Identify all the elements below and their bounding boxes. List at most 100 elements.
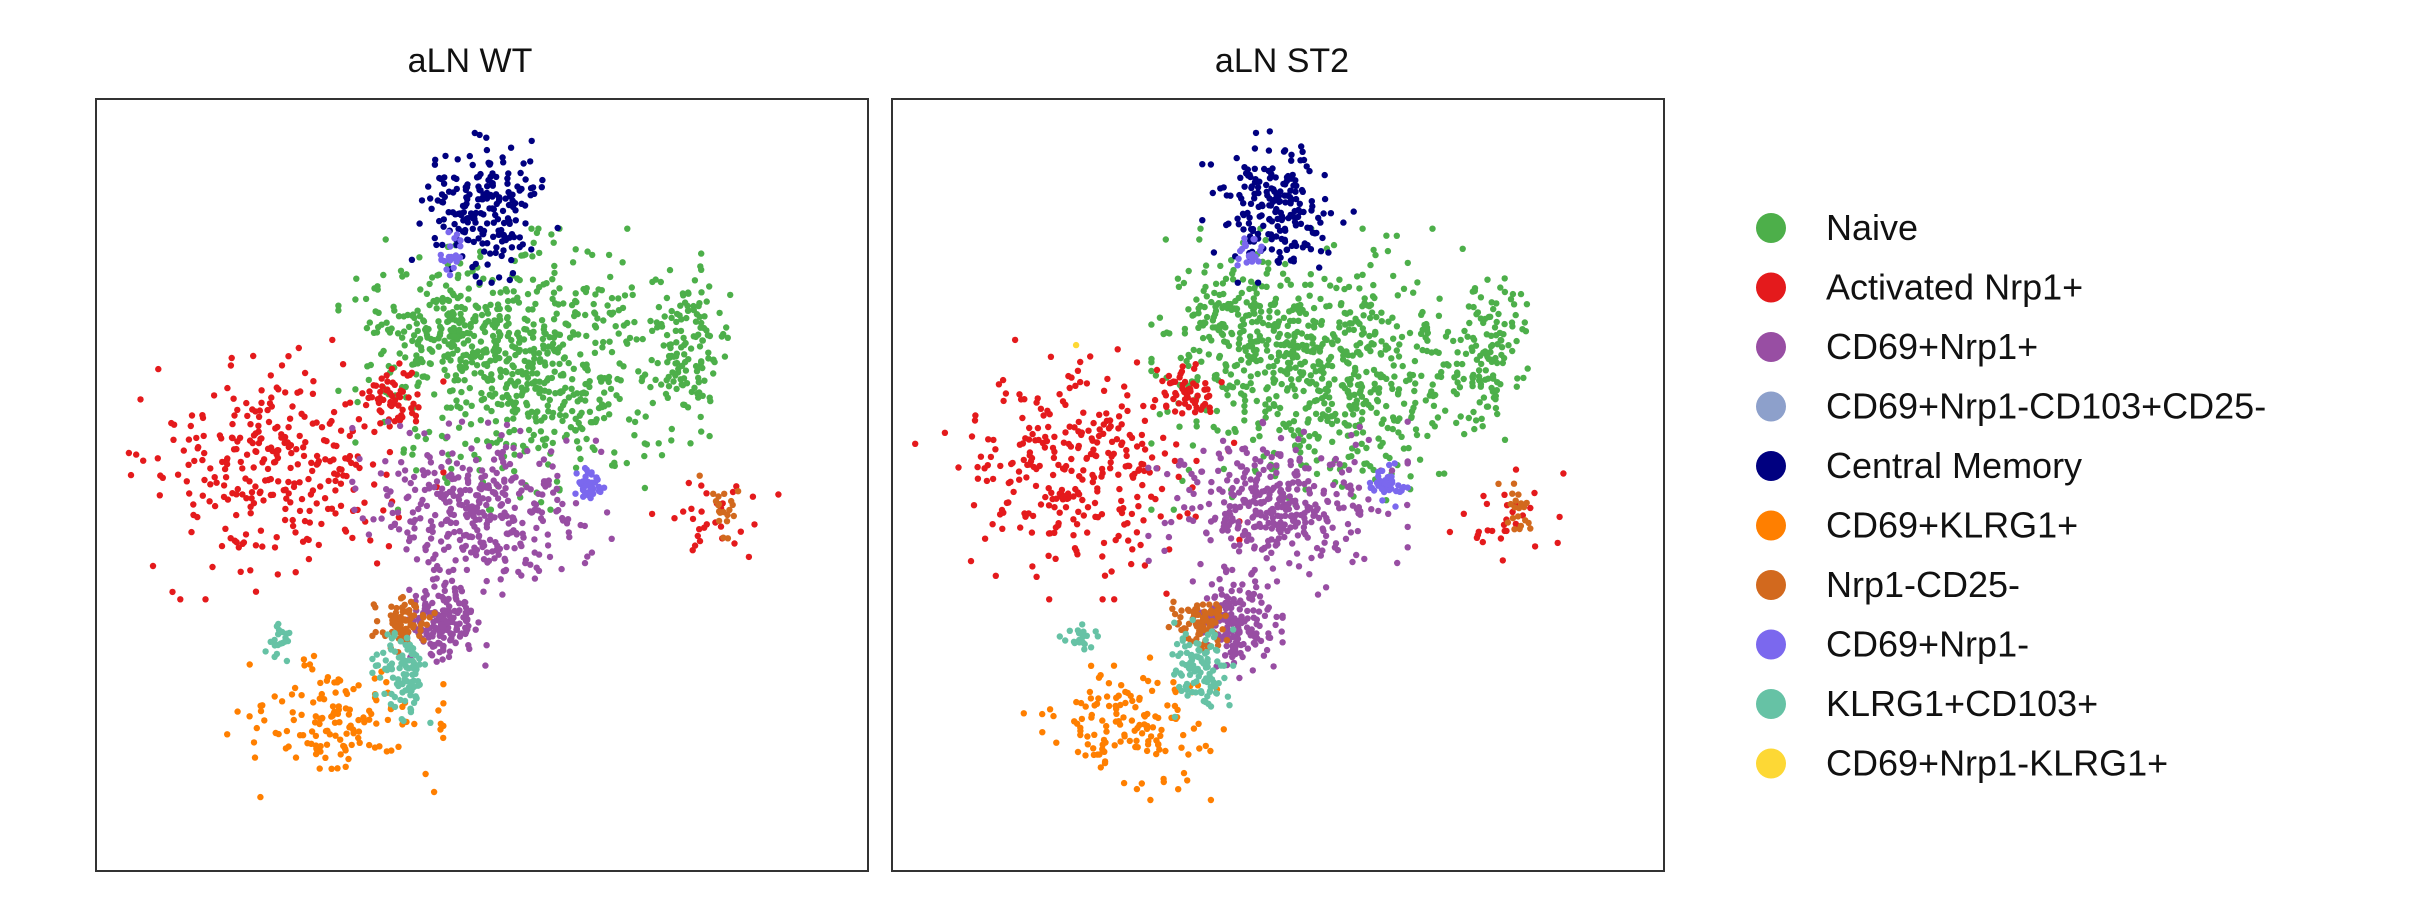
scatter-point — [1265, 167, 1272, 175]
scatter-point — [563, 437, 570, 444]
scatter-point — [1200, 447, 1207, 454]
scatter-point — [231, 412, 238, 419]
scatter-point — [487, 160, 494, 167]
scatter-point — [1066, 423, 1073, 430]
scatter-point — [431, 624, 438, 631]
scatter-point — [1453, 419, 1460, 427]
scatter-point — [1265, 537, 1272, 545]
scatter-point — [1241, 408, 1248, 415]
scatter-point — [1319, 234, 1326, 242]
scatter-point — [1241, 183, 1248, 190]
scatter-point — [464, 475, 471, 482]
scatter-point — [265, 418, 273, 426]
scatter-point — [1273, 469, 1280, 476]
scatter-point — [271, 693, 278, 700]
scatter-point — [523, 326, 530, 333]
scatter-point — [285, 443, 292, 451]
scatter-point — [1143, 747, 1151, 755]
scatter-point — [1148, 440, 1155, 447]
scatter-point — [1248, 183, 1256, 190]
scatter-point — [565, 529, 572, 536]
scatter-point — [1211, 372, 1219, 379]
scatter-point — [533, 524, 540, 532]
scatter-point — [1336, 324, 1343, 331]
scatter-point — [369, 461, 377, 468]
scatter-point — [1194, 479, 1201, 486]
scatter-point — [1056, 391, 1063, 398]
scatter-point — [1257, 356, 1264, 364]
scatter-point — [417, 286, 424, 293]
scatter-point — [1073, 720, 1081, 727]
scatter-point — [624, 225, 631, 232]
scatter-point — [1224, 392, 1231, 399]
scatter-point — [234, 406, 241, 414]
scatter-point — [1297, 208, 1304, 216]
scatter-point — [569, 376, 576, 383]
scatter-point — [372, 691, 379, 699]
scatter-point — [1075, 508, 1082, 515]
scatter-point — [1229, 566, 1236, 574]
scatter-point — [1291, 333, 1298, 340]
scatter-point — [1002, 390, 1010, 397]
scatter-point — [1033, 573, 1040, 580]
scatter-point — [663, 294, 671, 302]
scatter-point — [1318, 375, 1326, 382]
scatter-point — [371, 428, 378, 436]
scatter-point — [421, 605, 428, 613]
scatter-point — [439, 298, 446, 305]
scatter-point — [477, 353, 484, 361]
scatter-point — [999, 376, 1007, 384]
scatter-point — [504, 400, 512, 407]
scatter-point — [362, 401, 370, 409]
scatter-point — [498, 401, 505, 408]
scatter-point — [1103, 410, 1110, 417]
scatter-point — [379, 629, 386, 636]
scatter-point — [1512, 520, 1520, 528]
scatter-point — [1556, 513, 1563, 521]
scatter-point — [1308, 554, 1315, 562]
scatter-point — [489, 321, 496, 328]
scatter-point — [439, 656, 446, 663]
scatter-point — [1208, 610, 1215, 617]
scatter-point — [1307, 271, 1315, 278]
scatter-point — [1270, 327, 1278, 334]
scatter-point — [1120, 714, 1127, 721]
scatter-point — [489, 193, 496, 200]
scatter-point — [294, 461, 301, 468]
scatter-point — [533, 229, 541, 237]
scatter-point — [1445, 362, 1452, 369]
scatter-point — [249, 439, 256, 447]
scatter-point — [1265, 630, 1272, 637]
scatter-point — [1079, 496, 1086, 504]
scatter-point — [498, 454, 505, 462]
scatter-point — [1024, 461, 1031, 469]
scatter-point — [1090, 474, 1098, 481]
scatter-point — [1513, 337, 1520, 345]
scatter-point — [454, 376, 462, 384]
scatter-point — [1254, 230, 1262, 238]
scatter-point — [566, 334, 574, 341]
scatter-point — [1333, 417, 1341, 424]
scatter-point — [1219, 437, 1227, 444]
scatter-point — [422, 324, 430, 332]
scatter-point — [380, 649, 387, 656]
scatter-point — [587, 419, 595, 426]
scatter-point — [658, 320, 665, 328]
scatter-point — [1249, 667, 1257, 674]
scatter-point — [989, 521, 996, 528]
scatter-point — [1272, 621, 1279, 629]
scatter-point — [528, 225, 535, 232]
scatter-point — [386, 390, 394, 397]
scatter-point — [584, 553, 591, 560]
scatter-point — [1257, 308, 1265, 315]
scatter-point — [1524, 365, 1531, 372]
scatter-point — [1100, 539, 1108, 547]
scatter-point — [301, 662, 308, 669]
scatter-point — [1105, 680, 1113, 687]
scatter-point — [1103, 693, 1111, 700]
scatter-point — [1202, 262, 1210, 269]
scatter-point — [409, 337, 416, 345]
scatter-point — [607, 385, 615, 393]
scatter-point — [447, 510, 455, 518]
scatter-point — [1284, 192, 1291, 199]
